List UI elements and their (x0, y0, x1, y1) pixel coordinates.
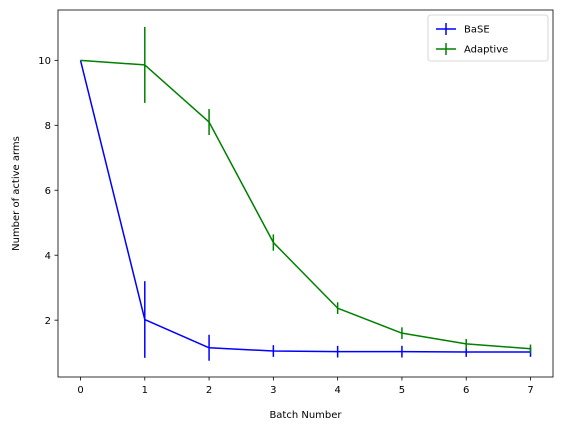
x-axis-label: Batch Number (269, 410, 342, 421)
y-tick-label: 4 (45, 251, 51, 262)
x-axis-ticks: 0 1 2 3 4 5 6 7 (77, 377, 534, 396)
x-tick-label: 1 (142, 385, 148, 396)
y-tick-label: 6 (45, 186, 51, 197)
y-tick-label: 10 (38, 56, 51, 67)
series-base (79, 60, 532, 361)
series-line (80, 59, 531, 350)
y-tick-label: 2 (45, 316, 51, 327)
series-layer (79, 26, 532, 361)
x-tick-label: 2 (206, 385, 212, 396)
x-tick-label: 0 (77, 385, 83, 396)
y-axis-label: Number of active arms (11, 136, 22, 251)
x-tick-label: 4 (334, 385, 340, 396)
x-tick-label: 6 (463, 385, 469, 396)
series-line (79, 60, 531, 353)
legend: BaSE Adaptive (427, 14, 549, 62)
y-tick-label: 8 (45, 121, 51, 132)
legend-item-adaptive: Adaptive (436, 43, 508, 56)
legend-item-base: BaSE (436, 23, 490, 36)
x-tick-label: 5 (399, 385, 405, 396)
legend-label: BaSE (464, 25, 490, 36)
x-tick-label: 3 (270, 385, 276, 396)
x-tick-label: 7 (527, 385, 533, 396)
legend-label: Adaptive (464, 45, 508, 56)
y-axis-ticks: 2 4 6 8 10 (38, 56, 58, 327)
series-adaptive (80, 26, 532, 353)
plot-frame (57, 9, 554, 378)
legend-box (427, 14, 549, 62)
